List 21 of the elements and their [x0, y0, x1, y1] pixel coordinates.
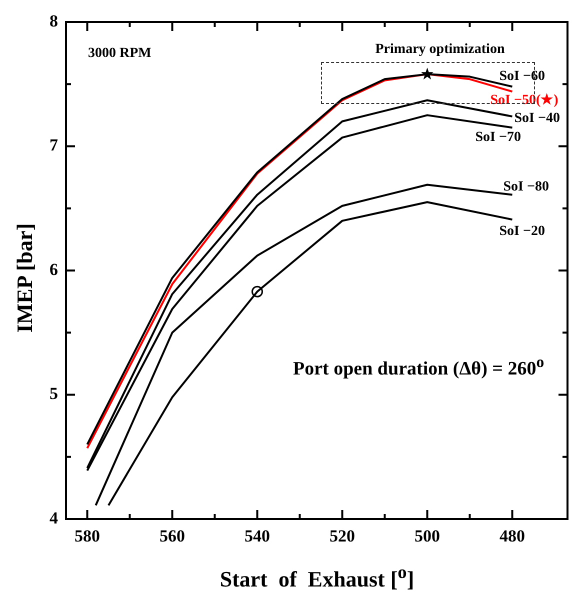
annotation: Port open duration (Δθ) = 260$^{o}$ [293, 354, 544, 380]
x-tick-label: 480 [500, 526, 525, 546]
x-tick-label: 500 [414, 526, 440, 546]
y-tick-label: 8 [50, 11, 58, 30]
x-axis-title: Start of Exhaust [$^{o}$] [218, 562, 416, 592]
x-tick-label: 540 [244, 526, 270, 546]
annotation: 3000 RPM [88, 46, 152, 62]
legend-label: SoI −60 [499, 69, 545, 84]
series-label: SoI −40 [514, 111, 560, 126]
y-tick-label: 7 [50, 136, 58, 155]
series-label: SoI −20 [499, 224, 545, 240]
x-tick-label: 520 [330, 526, 355, 546]
annotation: Primary optimization [375, 42, 505, 58]
y-axis-title: IMEP [bar] [12, 222, 38, 335]
series-label: SoI −70 [475, 130, 521, 146]
y-tick-label: 6 [50, 260, 58, 279]
x-tick-label: 560 [160, 526, 185, 546]
series-label: SoI −80 [503, 179, 549, 194]
x-tick-label: 580 [74, 526, 100, 546]
y-tick-label: 5 [50, 384, 58, 404]
y-tick-label: 4 [50, 508, 58, 528]
